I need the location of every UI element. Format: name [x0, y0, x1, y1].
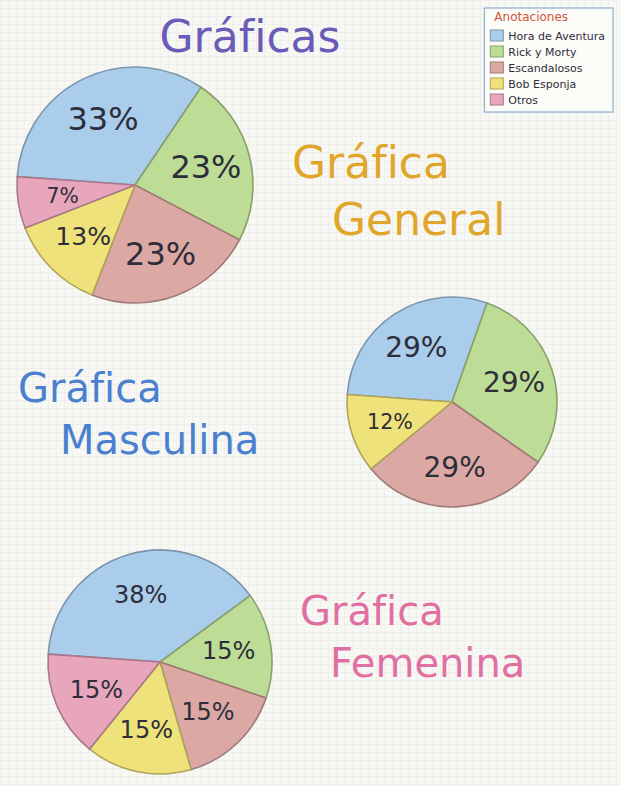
chart-title-line: General — [332, 194, 505, 245]
chart-title-line: Gráfica — [18, 365, 162, 411]
legend-swatch — [490, 94, 503, 105]
slices — [48, 550, 272, 774]
chart-title-line: Gráfica — [300, 588, 444, 634]
chart-title-line: Masculina — [60, 417, 259, 463]
data-labels: 38% 15% 15% 15% 15% — [70, 581, 256, 744]
data-label: 29% — [424, 451, 486, 484]
slices — [17, 67, 253, 303]
data-label: 15% — [70, 676, 123, 704]
data-label: 38% — [114, 581, 167, 609]
page-title: Gráficas — [160, 11, 341, 62]
data-labels: 29% 29% 29% 12% — [367, 331, 545, 484]
pie-chart: 33% 23% 23% 13% 7% Gráfica General — [17, 67, 505, 303]
data-label: 15% — [181, 698, 234, 726]
legend-label: Otros — [508, 94, 538, 107]
background — [0, 0, 621, 786]
legend-swatch — [490, 30, 503, 41]
legend-box — [484, 8, 613, 112]
data-label: 13% — [55, 222, 111, 251]
chart-title-line: Gráfica — [292, 137, 450, 188]
legend-swatch — [490, 78, 503, 89]
data-label: 29% — [483, 366, 545, 399]
page: Gráficas 33% 23% 23% 13% 7% Gráfica General Anot… — [0, 0, 621, 786]
data-label: 23% — [125, 235, 196, 273]
legend-label: Rick y Morty — [508, 46, 577, 59]
legend-label: Bob Esponja — [508, 78, 576, 91]
pie-slice — [17, 177, 135, 228]
pie-chart: 38% 15% 15% 15% 15% Gráfica Femenina — [48, 550, 525, 774]
data-label: 23% — [170, 148, 241, 186]
chart-title: Gráfica Masculina — [18, 365, 259, 463]
data-label: 12% — [367, 410, 413, 434]
slices — [347, 297, 557, 507]
legend-swatch — [490, 46, 503, 57]
legend-label: Escandalosos — [508, 62, 582, 75]
data-label: 29% — [385, 331, 447, 364]
pie-chart: 29% 29% 29% 12% Gráfica Masculina — [18, 297, 557, 507]
legend-label: Hora de Aventura — [508, 30, 605, 43]
data-label: 33% — [67, 100, 138, 138]
legend: Anotaciones Hora de Aventura Rick y Morty E… — [484, 8, 613, 112]
data-label: 7% — [47, 184, 79, 208]
legend-swatch — [490, 62, 503, 73]
data-label: 15% — [120, 716, 173, 744]
chart-title-line: Femenina — [330, 640, 525, 686]
chart-title: Gráfica General — [292, 137, 505, 245]
data-labels: 33% 23% 23% 13% 7% — [47, 100, 242, 272]
chart-title: Gráfica Femenina — [300, 588, 525, 686]
data-label: 15% — [202, 637, 255, 665]
legend-title: Anotaciones — [494, 10, 568, 24]
